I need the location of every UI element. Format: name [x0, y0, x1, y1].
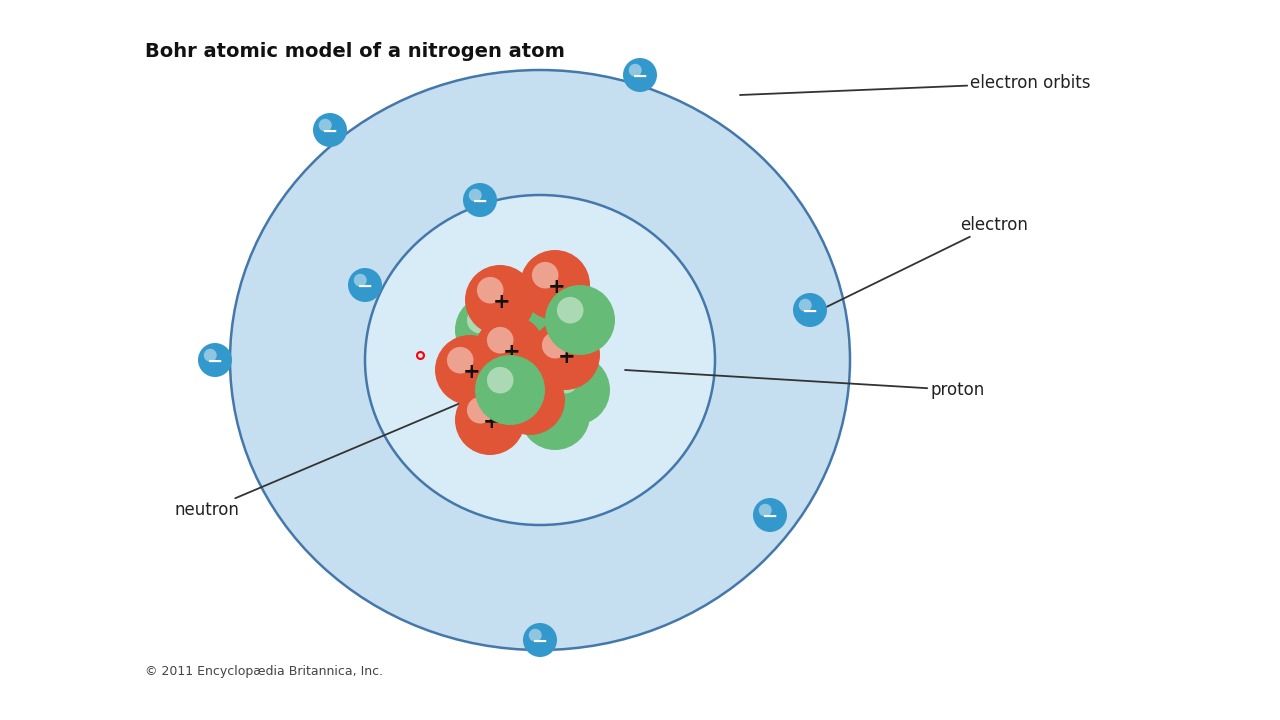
Circle shape [522, 337, 549, 364]
Circle shape [477, 277, 503, 304]
Circle shape [467, 397, 494, 423]
Text: +: + [558, 347, 576, 366]
Circle shape [353, 274, 366, 287]
Text: Bohr atomic model of a nitrogen atom: Bohr atomic model of a nitrogen atom [145, 42, 564, 61]
Circle shape [524, 623, 557, 657]
Circle shape [495, 365, 564, 435]
Circle shape [759, 504, 772, 517]
Text: −: − [801, 302, 818, 320]
Circle shape [447, 347, 474, 374]
Circle shape [467, 307, 494, 333]
Circle shape [623, 58, 657, 92]
Circle shape [753, 498, 787, 532]
Circle shape [314, 113, 347, 147]
Circle shape [198, 343, 232, 377]
Circle shape [540, 355, 611, 425]
Circle shape [319, 119, 332, 132]
Circle shape [468, 189, 481, 202]
Circle shape [204, 348, 216, 361]
Circle shape [794, 293, 827, 327]
Circle shape [348, 268, 381, 302]
Circle shape [532, 392, 558, 418]
Circle shape [545, 285, 614, 355]
Text: +: + [503, 342, 521, 361]
Text: −: − [207, 351, 223, 371]
Text: −: − [762, 506, 778, 526]
Text: +: + [493, 292, 511, 312]
Ellipse shape [230, 70, 850, 650]
Circle shape [557, 297, 584, 323]
Ellipse shape [365, 195, 716, 525]
Text: −: − [357, 276, 374, 295]
Circle shape [454, 295, 525, 365]
Circle shape [486, 367, 513, 394]
Circle shape [532, 262, 558, 289]
Circle shape [507, 377, 534, 403]
Text: +: + [524, 392, 540, 412]
Circle shape [475, 355, 545, 425]
Text: −: − [632, 66, 648, 86]
Text: −: − [531, 631, 548, 650]
Circle shape [552, 367, 579, 394]
Circle shape [486, 327, 513, 354]
Circle shape [475, 315, 545, 385]
Circle shape [628, 64, 641, 77]
Text: +: + [463, 361, 480, 382]
Circle shape [454, 385, 525, 455]
Circle shape [502, 287, 529, 313]
Circle shape [490, 275, 561, 345]
Circle shape [520, 380, 590, 450]
Circle shape [529, 629, 541, 642]
Circle shape [435, 335, 506, 405]
Text: −: − [321, 122, 338, 140]
Text: neutron: neutron [175, 380, 515, 519]
Circle shape [541, 332, 568, 359]
Circle shape [509, 325, 580, 395]
Text: electron: electron [810, 216, 1028, 315]
Text: © 2011 Encyclopædia Britannica, Inc.: © 2011 Encyclopædia Britannica, Inc. [145, 665, 383, 678]
Text: electron orbits: electron orbits [740, 74, 1091, 95]
Text: +: + [483, 412, 500, 432]
Circle shape [530, 320, 600, 390]
Text: proton: proton [625, 370, 984, 399]
Circle shape [520, 250, 590, 320]
Text: −: − [472, 192, 488, 210]
Text: +: + [548, 276, 566, 297]
Circle shape [465, 265, 535, 335]
Circle shape [799, 299, 812, 312]
Circle shape [463, 183, 497, 217]
